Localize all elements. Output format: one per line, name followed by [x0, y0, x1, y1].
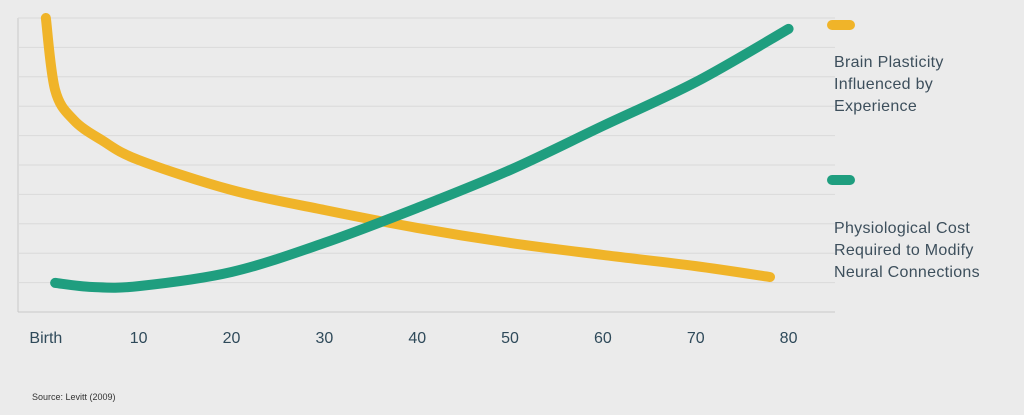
x-tick-label: 70: [687, 330, 705, 347]
x-tick-label: 40: [408, 330, 426, 347]
x-tick-label: 10: [130, 330, 148, 347]
x-tick-label: 20: [223, 330, 241, 347]
x-tick-label: 30: [315, 330, 333, 347]
x-tick-label: 60: [594, 330, 612, 347]
line-series: [50, 23, 794, 293]
legend-label: Physiological Cost Required to Modify Ne…: [834, 220, 980, 281]
source-note: Source: Levitt (2009): [32, 392, 116, 402]
x-tick-label: 50: [501, 330, 519, 347]
legend-label: Brain Plasticity Influenced by Experienc…: [834, 54, 944, 115]
x-tick-label: 80: [780, 330, 798, 347]
x-tick-label: Birth: [29, 330, 62, 347]
line-series: [40, 13, 776, 283]
